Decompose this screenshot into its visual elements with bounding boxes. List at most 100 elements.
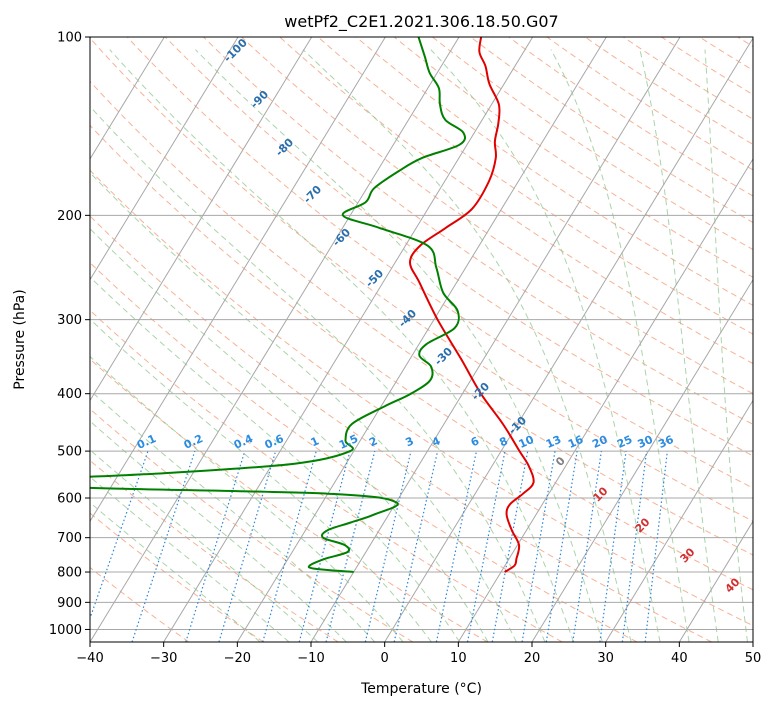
isotherm-line (90, 37, 165, 160)
x-tick-label: −10 (297, 651, 324, 666)
mixing-ratio-line (131, 450, 196, 642)
y-tick-label: 100 (57, 31, 82, 46)
mixing-ratio-label: 30 (636, 433, 656, 451)
mixing-ratio-line (545, 451, 578, 642)
x-tick-label: 10 (450, 651, 467, 666)
y-tick-label: 700 (57, 531, 82, 546)
isotherm-line (90, 37, 386, 523)
x-tick-label: −30 (150, 651, 177, 666)
plot-frame (89, 36, 754, 643)
dry-adiabat-line (90, 215, 712, 642)
mixing-ratio-label: 20 (590, 433, 610, 451)
mixing-ratio-label: 25 (615, 433, 634, 451)
x-axis-ticks: −40 −30 −20 −10 0 10 20 30 40 50 (76, 642, 761, 666)
moist-adiabat-line (90, 318, 432, 642)
mixing-ratio-line (621, 451, 648, 642)
moist-adiabat-line (90, 276, 461, 642)
moist-adiabat-line (550, 49, 690, 642)
mixing-ratio-line (435, 450, 478, 642)
isotherm-line (384, 37, 753, 642)
moist-adiabats (90, 49, 748, 642)
moist-adiabat-line (430, 49, 661, 642)
dry-adiabat-line (90, 309, 563, 642)
x-tick-label: 40 (671, 651, 688, 666)
moist-adiabat-line (90, 228, 489, 642)
mixing-ratio-line (298, 450, 351, 642)
isotherms (90, 37, 753, 642)
y-axis-ticks: 100 200 300 400 500 600 700 800 900 1000 (49, 31, 90, 638)
isotherm-line (457, 157, 753, 642)
isotherm-line (163, 37, 534, 642)
y-tick-label: 600 (57, 492, 82, 507)
dry-adiabat-line (203, 37, 753, 425)
mixing-ratio-line (218, 450, 277, 642)
isobars (90, 37, 753, 630)
dry-adiabat-line (355, 37, 753, 307)
x-tick-label: −20 (224, 651, 251, 666)
dry-adiabat-line (90, 124, 753, 591)
y-tick-label: 400 (57, 387, 82, 402)
isotherm-line (531, 278, 753, 642)
isotherm-line (236, 37, 607, 642)
x-tick-label: 30 (597, 651, 614, 666)
dry-adiabat-line (90, 358, 488, 642)
moist-adiabat-line (109, 49, 575, 642)
dry-adiabat-line (90, 37, 753, 522)
mixing-ratio-line (262, 450, 317, 642)
moist-adiabat-line (90, 171, 517, 642)
plot-area: 0.1 0.2 0.4 0.6 1 1.5 2 3 4 6 8 10 13 16 20 25 30 36-100-… (90, 37, 753, 642)
y-tick-label: 200 (57, 209, 82, 224)
mixing-ratio-label: 16 (566, 433, 586, 451)
isotherm-line (90, 37, 239, 281)
dry-adiabat-line (241, 37, 753, 395)
mixing-ratio-line (644, 451, 668, 642)
x-tick-label: 20 (524, 651, 541, 666)
y-axis-label: Pressure (hPa) (12, 289, 28, 389)
mixing-ratio-line (491, 450, 529, 642)
y-tick-label: 300 (57, 313, 82, 328)
isotherm-line (605, 399, 753, 642)
isotherm-line (90, 37, 460, 642)
dry-adiabat-line (90, 512, 264, 642)
y-tick-label: 900 (57, 596, 82, 611)
dry-adiabat-line (90, 566, 190, 642)
dewpoint-profile-line (90, 37, 467, 573)
mixing-ratio-label: 10 (517, 433, 537, 451)
mixing-ratio-line (599, 451, 627, 642)
y-tick-label: 800 (57, 566, 82, 581)
moist-adiabat-line (302, 49, 632, 642)
moist-adiabat-line (639, 49, 719, 642)
moist-adiabat-line (90, 355, 404, 642)
isotherm-line (90, 37, 313, 402)
y-tick-label: 1000 (49, 623, 82, 638)
moist-adiabat-line (90, 420, 347, 642)
x-axis-label: Temperature (°C) (360, 681, 482, 697)
dry-adiabat-line (90, 169, 753, 627)
moist-adiabat-line (90, 501, 261, 642)
isotherm-line (678, 520, 753, 642)
mixing-ratio-line (364, 450, 412, 642)
x-tick-label: 50 (745, 651, 762, 666)
mixing-ratio-line (572, 451, 602, 642)
mixing-ratio-line (466, 450, 506, 642)
temperature-profile-line (408, 37, 535, 573)
mixing-ratio-line (393, 450, 439, 642)
mixing-ratio-line (185, 450, 246, 642)
x-tick-label: 0 (381, 651, 389, 666)
mixing-ratio-line (521, 451, 556, 642)
mixing-ratio-line (325, 450, 376, 642)
moist-adiabat-line (90, 105, 546, 642)
moist-adiabat-line (704, 49, 748, 642)
dry-adiabat-line (279, 37, 753, 365)
mixing-ratio-label: 36 (656, 433, 676, 451)
y-tick-label: 500 (57, 445, 82, 460)
chart-title: wetPf2_C2E1.2021.306.18.50.G07 (284, 12, 558, 32)
moist-adiabat-line (90, 449, 319, 642)
sounding-profiles (90, 37, 535, 573)
isotherm-line (310, 37, 681, 642)
mixing-ratio-label: 13 (544, 433, 563, 451)
mixing-ratio-lines (90, 450, 668, 642)
mixing-ratio-line (90, 450, 149, 621)
